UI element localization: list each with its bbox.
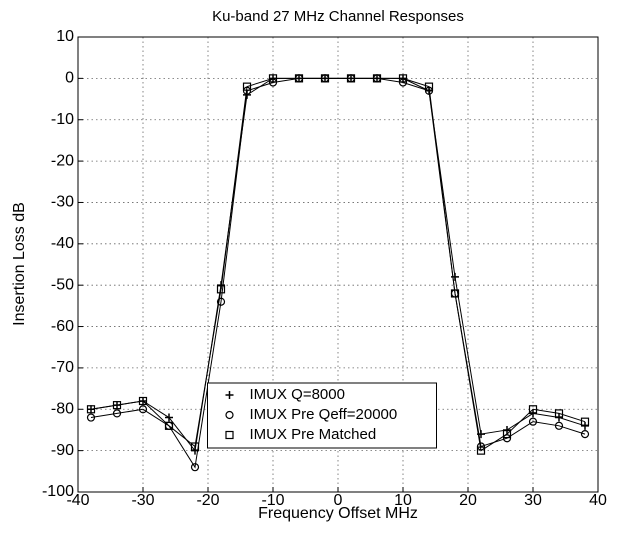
- marker: [555, 413, 563, 422]
- marker: [216, 297, 226, 306]
- marker: [320, 74, 330, 83]
- plot-area: [86, 74, 590, 472]
- marker: [86, 405, 96, 414]
- marker: [528, 405, 538, 414]
- y-tick-label: -80: [51, 400, 74, 417]
- marker: [294, 74, 304, 83]
- marker: [554, 409, 564, 418]
- x-tick-label: 0: [334, 492, 343, 509]
- marker: [398, 78, 408, 87]
- y-tick-label: -10: [51, 111, 74, 128]
- marker: [225, 410, 234, 420]
- y-tick-label: -100: [42, 483, 74, 500]
- marker: [424, 82, 434, 91]
- marker: [580, 417, 590, 426]
- marker: [190, 442, 200, 451]
- marker: [398, 74, 408, 83]
- legend: IMUX Q=8000 IMUX Pre Qeff=20000 IMUX Pre M…: [207, 382, 437, 449]
- marker: [529, 409, 537, 418]
- marker: [476, 446, 486, 455]
- marker: [225, 430, 234, 440]
- marker: [503, 425, 511, 434]
- y-tick-label: -40: [51, 235, 74, 252]
- legend-label: IMUX Pre Matched: [250, 426, 377, 443]
- marker: [372, 74, 382, 83]
- marker: [502, 429, 512, 439]
- marker: [138, 396, 148, 406]
- marker: [268, 74, 278, 83]
- y-tick-label: -90: [51, 442, 74, 459]
- marker: [165, 413, 173, 422]
- marker: [580, 429, 590, 439]
- marker: [554, 421, 564, 430]
- x-tick-label: -30: [131, 492, 154, 509]
- marker: [528, 417, 538, 426]
- marker: [450, 289, 460, 298]
- legend-label: IMUX Q=8000: [250, 386, 345, 403]
- x-tick-label: 40: [589, 492, 607, 509]
- x-tick-label: 20: [459, 492, 477, 509]
- y-tick-label: 0: [65, 70, 74, 87]
- x-tick-label: -40: [66, 492, 89, 509]
- marker: [190, 463, 200, 472]
- legend-box: [207, 382, 437, 449]
- marker: [346, 74, 356, 83]
- marker: [86, 413, 96, 422]
- x-tick-label: -10: [261, 492, 284, 509]
- marker: [225, 391, 234, 399]
- x-axis-label: Frequency Offset MHz: [258, 505, 418, 522]
- y-tick-label: -70: [51, 359, 74, 376]
- plot-frame: [77, 36, 599, 493]
- y-tick-label: 10: [56, 28, 74, 45]
- marker: [164, 421, 174, 430]
- marker: [216, 285, 226, 294]
- marker: [502, 434, 512, 443]
- marker: [451, 272, 459, 281]
- chart-title: Ku-band 27 MHz Channel Responses: [212, 8, 464, 25]
- series-line: [90, 77, 586, 452]
- x-tick-label: 30: [524, 492, 542, 509]
- marker: [138, 405, 148, 414]
- y-tick-label: -20: [51, 152, 74, 169]
- legend-label: IMUX Pre Qeff=20000: [250, 406, 398, 423]
- marker: [268, 78, 278, 87]
- y-axis-label: Insertion Loss dB: [11, 202, 28, 326]
- x-tick-label: -20: [196, 492, 219, 509]
- marker: [112, 409, 122, 418]
- y-tick-label: -60: [51, 318, 74, 335]
- y-tick-label: -50: [51, 276, 74, 293]
- x-tick-label: 10: [394, 492, 412, 509]
- marker: [112, 401, 122, 410]
- marker: [242, 82, 252, 91]
- y-tick-label: -30: [51, 194, 74, 211]
- marker: [581, 421, 589, 430]
